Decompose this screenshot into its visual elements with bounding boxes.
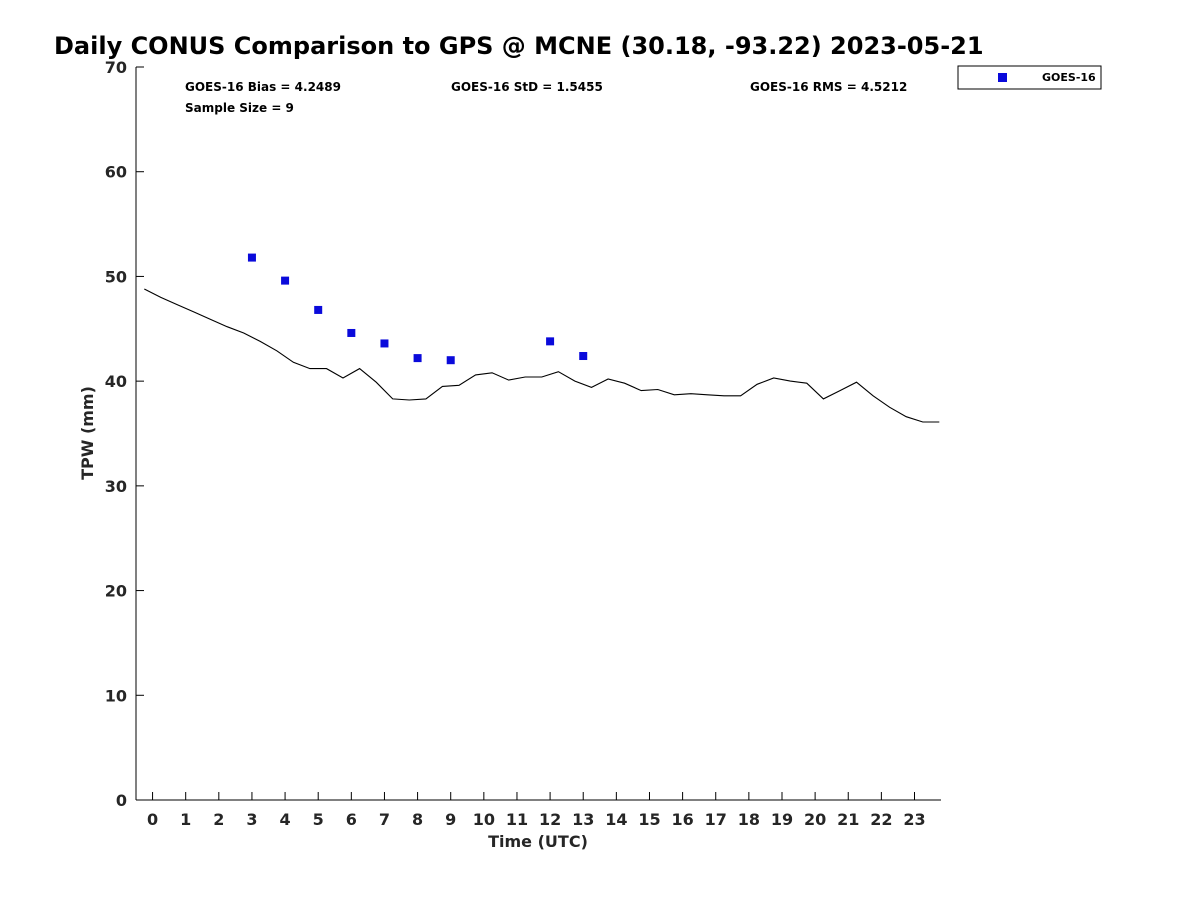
goes16-point xyxy=(380,339,389,348)
x-axis-label: Time (UTC) xyxy=(488,832,588,851)
y-tick-label: 40 xyxy=(105,372,127,391)
series-layer xyxy=(144,253,940,423)
goes16-point xyxy=(579,352,588,361)
x-tick-label: 5 xyxy=(313,810,324,829)
x-tick-label: 2 xyxy=(213,810,224,829)
goes16-point xyxy=(347,328,356,337)
x-tick-label: 9 xyxy=(445,810,456,829)
legend-entry-goes16: GOES-16 xyxy=(1042,71,1096,84)
y-tick-label: 60 xyxy=(105,163,127,182)
legend-box xyxy=(957,65,1102,90)
y-tick-label: 50 xyxy=(105,267,127,286)
x-tick-label: 14 xyxy=(605,810,627,829)
x-tick-label: 7 xyxy=(379,810,390,829)
x-tick-label: 0 xyxy=(147,810,158,829)
goes16-point xyxy=(446,356,455,365)
x-tick-label: 10 xyxy=(473,810,495,829)
x-tick-label: 8 xyxy=(412,810,423,829)
y-tick-label: 20 xyxy=(105,582,127,601)
y-tick-label: 10 xyxy=(105,686,127,705)
x-axis: 0 1 2 3 4 5 6 7 8 9 10 11 12 13 14 15 16 17 18 19 20 21 22 23 xyxy=(147,792,926,829)
y-tick-label: 30 xyxy=(105,477,127,496)
x-tick-label: 1 xyxy=(180,810,191,829)
x-tick-label: 11 xyxy=(506,810,528,829)
x-tick-label: 21 xyxy=(837,810,859,829)
x-tick-label: 6 xyxy=(346,810,357,829)
legend: GOES-16 xyxy=(957,65,1102,90)
goes16-point xyxy=(314,305,323,314)
goes16-point xyxy=(247,253,256,262)
goes16-point xyxy=(281,276,290,285)
std-stat: GOES-16 StD = 1.5455 xyxy=(451,80,603,94)
y-tick-label: 70 xyxy=(105,58,127,77)
x-tick-label: 15 xyxy=(638,810,660,829)
goes16-point xyxy=(546,337,555,346)
sample-size-stat: Sample Size = 9 xyxy=(185,101,294,115)
x-tick-label: 4 xyxy=(280,810,291,829)
gps-tpw-line xyxy=(144,288,940,423)
y-tick-label: 0 xyxy=(116,791,127,810)
x-tick-label: 18 xyxy=(738,810,760,829)
bias-stat: GOES-16 Bias = 4.2489 xyxy=(185,80,341,94)
y-axis-label: TPW (mm) xyxy=(78,386,97,480)
x-tick-label: 17 xyxy=(705,810,727,829)
x-tick-label: 13 xyxy=(572,810,594,829)
x-tick-label: 16 xyxy=(671,810,693,829)
x-tick-label: 23 xyxy=(903,810,925,829)
x-tick-label: 22 xyxy=(870,810,892,829)
x-tick-label: 20 xyxy=(804,810,826,829)
x-tick-label: 19 xyxy=(771,810,793,829)
goes16-point xyxy=(413,354,422,363)
x-tick-label: 3 xyxy=(246,810,257,829)
y-axis: 0 10 20 30 40 50 60 70 xyxy=(105,58,144,810)
legend-square-icon xyxy=(998,73,1007,82)
chart-title: Daily CONUS Comparison to GPS @ MCNE (30… xyxy=(54,32,984,60)
x-tick-label: 12 xyxy=(539,810,561,829)
rms-stat: GOES-16 RMS = 4.5212 xyxy=(750,80,907,94)
